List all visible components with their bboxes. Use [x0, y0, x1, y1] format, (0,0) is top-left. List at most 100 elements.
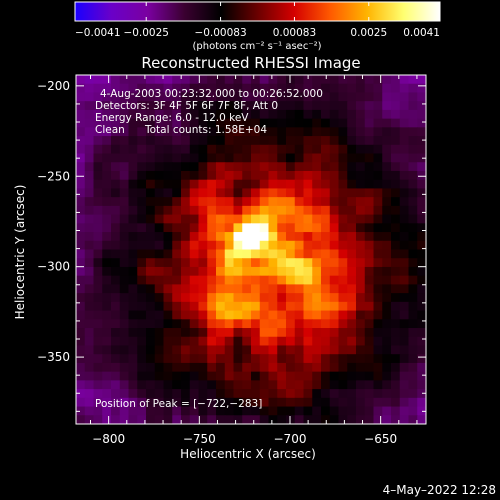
- colorbar-tick-label: 0.0025: [350, 27, 387, 39]
- heatmap-cell: [102, 380, 112, 390]
- heatmap-cell: [312, 371, 322, 381]
- heatmap-cell: [216, 153, 226, 163]
- heatmap-cell: [391, 362, 401, 373]
- heatmap-cell: [76, 362, 86, 373]
- heatmap-cell: [181, 118, 191, 128]
- heatmap-cell: [294, 197, 305, 207]
- heatmap-cell: [216, 345, 226, 355]
- heatmap-cell: [93, 354, 103, 364]
- heatmap-cell: [111, 415, 121, 424]
- heatmap-cell: [242, 415, 252, 424]
- heatmap-cell: [207, 380, 217, 390]
- heatmap-cell: [76, 275, 86, 285]
- heatmap-cell: [382, 92, 392, 102]
- heatmap-cell: [242, 109, 252, 120]
- heatmap-cell: [373, 240, 383, 251]
- heatmap-cell: [312, 75, 322, 85]
- heatmap-cell: [364, 301, 375, 312]
- heatmap-cell: [93, 127, 103, 137]
- heatmap-cell: [76, 162, 86, 172]
- heatmap-cell: [181, 354, 191, 364]
- x-tick-label: −800: [92, 432, 125, 446]
- heatmap-cell: [76, 92, 86, 102]
- heatmap-cell: [373, 144, 383, 155]
- heatmap-cell: [172, 293, 182, 303]
- heatmap-cell: [408, 101, 418, 111]
- heatmap-cell: [137, 232, 147, 242]
- heatmap-cell: [373, 75, 383, 85]
- heatmap-cell: [286, 389, 296, 399]
- heatmap-cell: [408, 127, 418, 137]
- heatmap-cell: [347, 319, 357, 329]
- heatmap-cell: [417, 109, 426, 120]
- heatmap-cell: [268, 83, 278, 94]
- heatmap-cell: [303, 223, 313, 233]
- heatmap-cell: [338, 214, 348, 224]
- heatmap-cell: [76, 179, 86, 190]
- heatmap-cell: [382, 179, 392, 190]
- heatmap-cell: [251, 92, 261, 102]
- heatmap-cell: [224, 170, 235, 181]
- heatmap-cell: [408, 310, 418, 320]
- heatmap-cell: [391, 380, 401, 390]
- heatmap-cell: [128, 362, 138, 373]
- heatmap-cell: [198, 240, 208, 251]
- heatmap-cell: [259, 380, 270, 390]
- heatmap-cell: [382, 310, 392, 320]
- heatmap-cell: [84, 223, 95, 233]
- heatmap-cell: [417, 197, 426, 207]
- y-tick-label: −350: [37, 350, 70, 364]
- heatmap-cell: [163, 249, 173, 259]
- heatmap-cell: [216, 249, 226, 259]
- heatmap-cell: [163, 345, 173, 355]
- heatmap-cell: [251, 336, 261, 347]
- heatmap-cell: [242, 284, 252, 294]
- heatmap-cell: [128, 345, 138, 355]
- heatmap-cell: [321, 389, 331, 399]
- heatmap-cell: [417, 144, 426, 155]
- heatmap-cell: [93, 136, 103, 146]
- heatmap-cell: [233, 258, 243, 268]
- heatmap-cell: [137, 162, 147, 172]
- heatmap-cell: [303, 336, 313, 347]
- heatmap-cell: [303, 118, 313, 128]
- heatmap-cell: [399, 127, 410, 137]
- heatmap-cell: [119, 75, 130, 85]
- heatmap-cell: [154, 240, 165, 251]
- heatmap-cell: [268, 127, 278, 137]
- heatmap-cell: [146, 75, 156, 85]
- heatmap-cell: [163, 415, 173, 424]
- heatmap-cell: [399, 293, 410, 303]
- heatmap-cell: [408, 75, 418, 85]
- heatmap-cell: [268, 170, 278, 181]
- heatmap-cell: [128, 197, 138, 207]
- heatmap-cell: [93, 397, 103, 408]
- heatmap-cell: [312, 144, 322, 155]
- heatmap-cell: [364, 188, 375, 198]
- heatmap-cell: [224, 75, 235, 85]
- heatmap-cell: [163, 179, 173, 190]
- heatmap-cell: [259, 293, 270, 303]
- heatmap-cell: [181, 92, 191, 102]
- heatmap-cell: [338, 101, 348, 111]
- heatmap-cell: [137, 179, 147, 190]
- heatmap-cell: [347, 153, 357, 163]
- heatmap-cell: [207, 258, 217, 268]
- heatmap-cell: [111, 127, 121, 137]
- heatmap-cell: [93, 293, 103, 303]
- heatmap-cell: [154, 197, 165, 207]
- plot-area: [75, 74, 427, 425]
- heatmap-cell: [146, 214, 156, 224]
- heatmap-cell: [128, 232, 138, 242]
- heatmap-cell: [224, 197, 235, 207]
- heatmap-cell: [172, 92, 182, 102]
- heatmap-cell: [268, 92, 278, 102]
- heatmap-cell: [338, 136, 348, 146]
- heatmap-cell: [137, 249, 147, 259]
- heatmap-cell: [111, 258, 121, 268]
- heatmap-cell: [286, 266, 296, 277]
- heatmap-cell: [356, 101, 366, 111]
- heatmap-cell: [207, 319, 217, 329]
- heatmap-cell: [119, 293, 130, 303]
- heatmap-cell: [417, 380, 426, 390]
